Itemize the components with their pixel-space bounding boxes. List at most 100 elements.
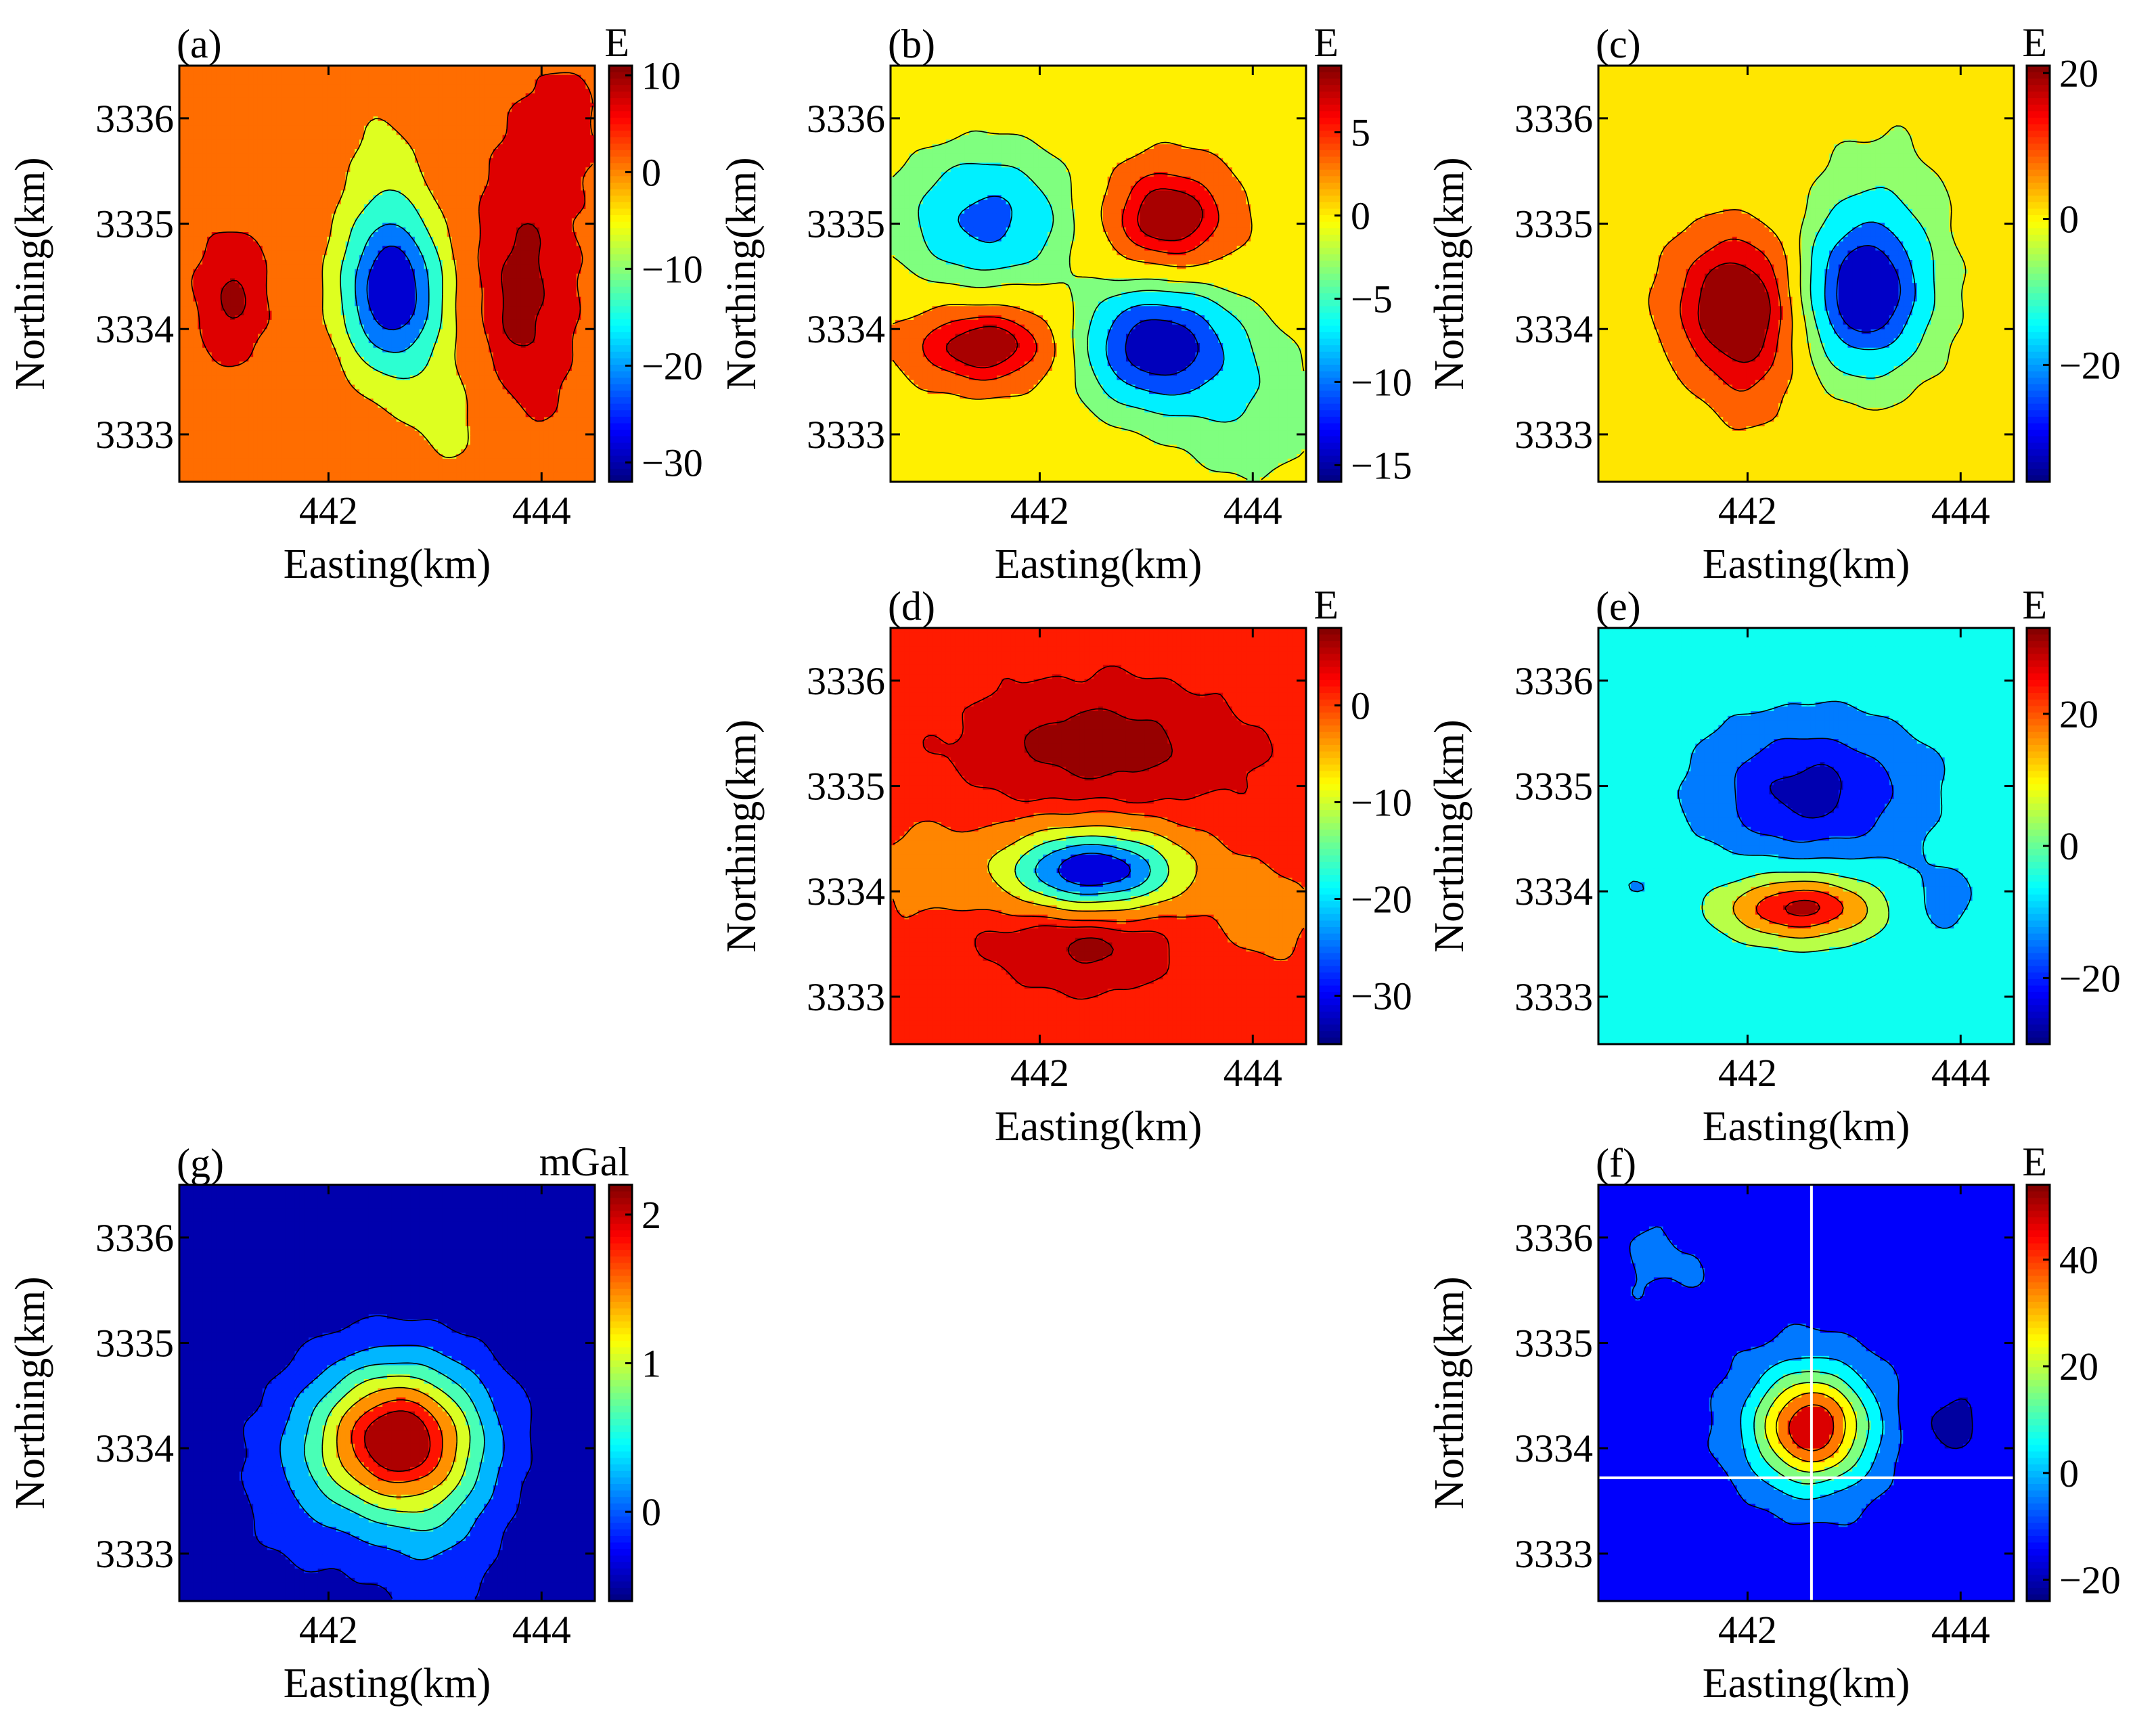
contour-cell [198, 84, 202, 89]
contour-cell [374, 80, 378, 85]
contour-cell [327, 75, 332, 80]
contour-cell [484, 80, 489, 85]
contour-cell [295, 75, 300, 80]
contour-cell [539, 80, 544, 85]
contour-cell [466, 75, 470, 80]
contour-cell [428, 80, 433, 85]
contour-cell [318, 98, 323, 103]
contour-cell [475, 98, 480, 103]
contour-cell [225, 103, 230, 108]
contour-cell [286, 98, 290, 103]
contour-cell [374, 84, 378, 89]
contour-cell [401, 80, 405, 85]
contour-cell [359, 70, 364, 75]
contour-cell [327, 98, 332, 103]
contour-cell [512, 93, 516, 98]
contour-cell [271, 80, 276, 85]
contour-cell [295, 103, 300, 108]
contour-cell [539, 84, 544, 89]
contour-cell [493, 75, 498, 80]
contour-cell [341, 103, 346, 108]
contour-cell [346, 89, 351, 93]
contour-cell [503, 93, 508, 98]
contour-cell [530, 93, 535, 98]
contour-cell [225, 89, 230, 93]
contour-cell [475, 93, 480, 98]
contour-cell [420, 80, 424, 85]
contour-cell [374, 89, 378, 93]
contour-cell [577, 98, 581, 103]
contour-cell [415, 70, 420, 75]
contour-cell [530, 80, 535, 85]
contour-cell [484, 84, 489, 89]
contour-cell [433, 84, 438, 89]
contour-cell [378, 93, 382, 98]
contour-cell [230, 80, 235, 85]
contour-cell [562, 98, 567, 103]
contour-cell [415, 98, 420, 103]
contour-cell [217, 84, 221, 89]
contour-cell [489, 98, 493, 103]
contour-cell [577, 89, 581, 93]
contour-cell [290, 93, 295, 98]
contour-cell [562, 75, 567, 80]
contour-cell [258, 93, 263, 98]
contour-cell [493, 93, 498, 98]
contour-cell [420, 93, 424, 98]
contour-cell [327, 89, 332, 93]
contour-cell [581, 93, 586, 98]
contour-cell [193, 93, 198, 98]
contour-cell [327, 103, 332, 108]
contour-cell [475, 84, 480, 89]
contour-cell [539, 93, 544, 98]
contour-cell [562, 80, 567, 85]
contour-cell [378, 70, 382, 75]
contour-cell [271, 98, 276, 103]
contour-cell [299, 80, 304, 85]
contour-cell [332, 103, 336, 108]
contour-cell [295, 89, 300, 93]
contour-cell [359, 98, 364, 103]
contour-cell [198, 80, 202, 85]
contour-cell [433, 80, 438, 85]
contour-cell [447, 75, 452, 80]
contour-cell [489, 84, 493, 89]
contour-cell [313, 98, 318, 103]
contour-cell [428, 70, 433, 75]
contour-cell [346, 103, 351, 108]
contour-cell [516, 70, 521, 75]
contour-cell [332, 93, 336, 98]
contour-cell [193, 70, 198, 75]
contour-cell [207, 98, 212, 103]
contour-cell [438, 89, 443, 93]
contour-cell [503, 84, 508, 89]
contour-cell [258, 98, 263, 103]
contour-cell [244, 70, 249, 75]
contour-cell [271, 70, 276, 75]
contour-cell [382, 98, 387, 103]
panel-a: 442 4443333333433353336Easting(km)Northin… [7, 20, 703, 587]
contour-cell [322, 98, 327, 103]
contour-cell [479, 93, 484, 98]
contour-cell [475, 89, 480, 93]
contour-cell [189, 103, 194, 108]
contour-cell [235, 103, 240, 108]
contour-cell [244, 93, 249, 98]
contour-cell [443, 80, 447, 85]
contour-cell [350, 89, 355, 93]
contour-cell [221, 70, 225, 75]
contour-cell [567, 75, 572, 80]
contour-cell [387, 75, 392, 80]
contour-cell [244, 98, 249, 103]
contour-cell [184, 93, 189, 98]
contour-cell [507, 89, 512, 93]
contour-cell [369, 98, 374, 103]
contour-cell [212, 93, 217, 98]
contour-cell [346, 70, 351, 75]
contour-cell [225, 84, 230, 89]
contour-cell [193, 84, 198, 89]
contour-cell [364, 93, 369, 98]
contour-cell [572, 80, 577, 85]
contour-cell [387, 80, 392, 85]
contour-cell [503, 89, 508, 93]
